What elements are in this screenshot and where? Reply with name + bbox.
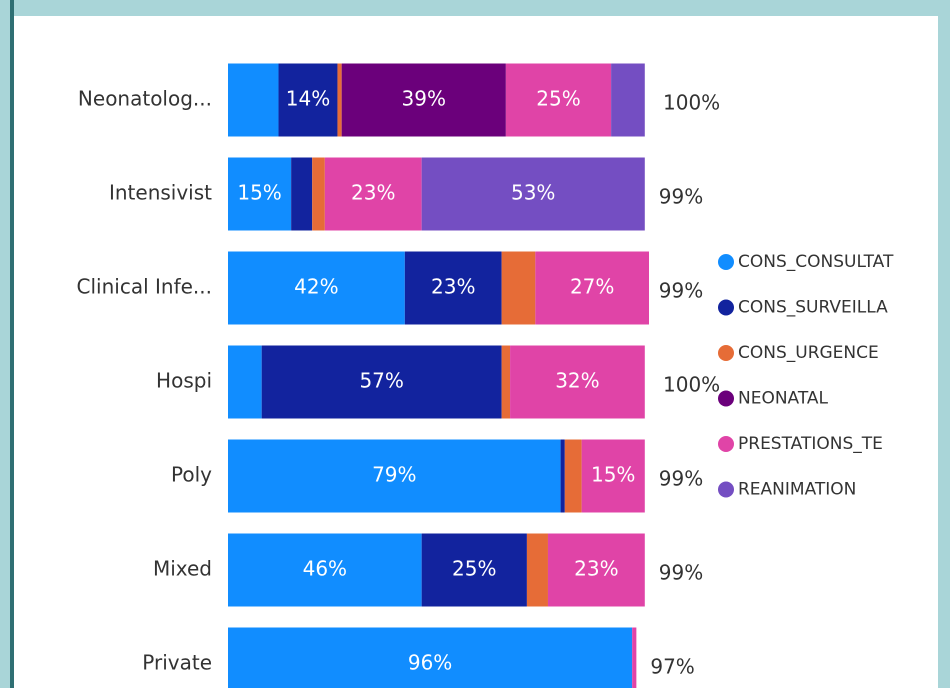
legend-label: NEONATAL — [738, 389, 829, 409]
data-label: 25% — [452, 557, 496, 581]
legend-label: CONS_SURVEILLA — [738, 298, 888, 318]
legend-marker — [718, 254, 734, 270]
category-label: Neonatolog... — [78, 87, 212, 111]
total-label: 100% — [663, 373, 720, 397]
bar-segment — [228, 345, 262, 419]
data-label: 79% — [372, 463, 416, 487]
bar-segment — [632, 627, 637, 692]
bar-segment — [312, 157, 325, 231]
legend-marker — [718, 345, 734, 361]
bar-segment — [526, 533, 548, 607]
category-label: Mixed — [153, 557, 212, 581]
data-label: 27% — [570, 275, 614, 299]
total-label: 99% — [659, 185, 703, 209]
bar-segment — [611, 63, 645, 137]
data-label: 32% — [555, 369, 599, 393]
data-label: 25% — [536, 87, 580, 111]
bar-segment — [421, 157, 645, 231]
total-label: 99% — [659, 561, 703, 585]
data-label: 46% — [303, 557, 347, 581]
bar-segment — [510, 345, 645, 419]
bar-segment — [501, 345, 511, 419]
data-label: 57% — [359, 369, 403, 393]
category-label: Hospi — [156, 369, 212, 393]
bar-segment — [337, 63, 342, 137]
bar-segment — [324, 157, 422, 231]
total-label: 99% — [659, 467, 703, 491]
total-label: 100% — [663, 91, 720, 115]
bar-segment — [261, 345, 502, 419]
legend-label: CONS_URGENCE — [738, 343, 879, 363]
category-label: Private — [142, 651, 212, 675]
data-label: 23% — [574, 557, 618, 581]
legend-marker — [718, 436, 734, 452]
data-label: 39% — [402, 87, 446, 111]
category-label: Intensivist — [109, 181, 212, 205]
frame-edge — [10, 0, 14, 688]
bar-segment — [404, 251, 502, 325]
bar-segment — [564, 439, 582, 513]
legend-marker — [718, 390, 734, 407]
bar-segment — [505, 63, 612, 137]
bar-segment — [581, 439, 645, 513]
bar-segment — [278, 63, 338, 137]
total-label: 97% — [650, 655, 694, 679]
legend-marker — [718, 481, 734, 498]
category-label: Clinical Infe... — [77, 275, 212, 299]
bar-segment — [501, 251, 536, 325]
bar-segment — [341, 63, 506, 137]
data-label: 14% — [286, 87, 330, 111]
data-label: 23% — [351, 181, 395, 205]
legend-label: PRESTATIONS_TE — [738, 434, 883, 454]
bar-segment — [228, 533, 422, 607]
bar-segment — [560, 439, 565, 513]
legend-marker — [718, 299, 734, 316]
bar-segment — [228, 157, 292, 231]
data-label: 42% — [294, 275, 338, 299]
bar-segment — [228, 627, 633, 692]
bar-segment — [228, 63, 279, 137]
legend-label: REANIMATION — [738, 480, 856, 500]
bar-segment — [547, 533, 645, 607]
data-label: 53% — [511, 181, 555, 205]
bar-segment — [228, 251, 405, 325]
bar-segment — [228, 439, 561, 513]
bar-segment — [421, 533, 527, 607]
data-label: 23% — [431, 275, 475, 299]
bar-segment — [535, 251, 649, 325]
data-label: 15% — [237, 181, 281, 205]
data-label: 15% — [591, 463, 635, 487]
bar-segment — [291, 157, 313, 231]
legend-label: CONS_CONSULTAT — [738, 252, 894, 272]
data-label: 96% — [408, 651, 452, 675]
category-label: Poly — [171, 463, 212, 487]
total-label: 99% — [659, 279, 703, 303]
